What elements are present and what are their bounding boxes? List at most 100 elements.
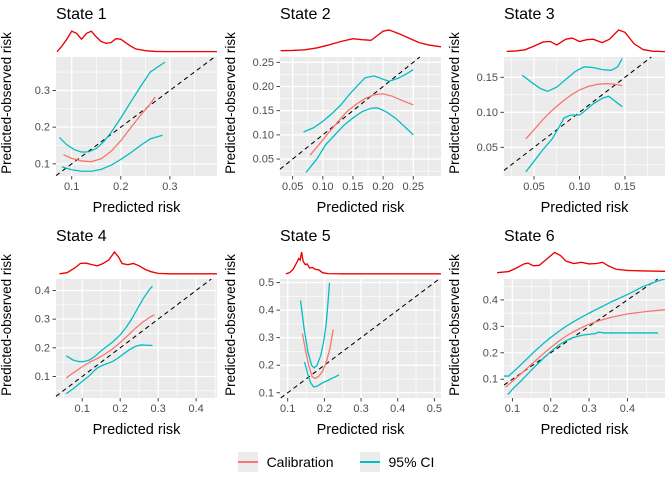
- density-curve: [497, 251, 666, 274]
- x-tick-label: 0.10: [569, 181, 590, 193]
- calibration-line: [65, 314, 155, 379]
- density-curve: [56, 30, 217, 53]
- ci-lower-line: [525, 95, 623, 173]
- subplot-state-2: 0.05 0.10 0.15 0.20 0.25 0.05 0.10 0.15 0.20 0.25…: [224, 6, 442, 216]
- ci-lower-line: [65, 344, 153, 395]
- x-axis-title: Predicted risk: [317, 422, 406, 438]
- ci-upper-line: [521, 58, 623, 93]
- legend-label-calibration: Calibration: [266, 454, 334, 470]
- legend-key-ci: [359, 452, 380, 472]
- y-tick-label: 0.1: [35, 371, 50, 383]
- plot-grid: 0.1 0.2 0.3 0.1 0.2 0.3 State 1 Predicted risk P…: [0, 6, 666, 438]
- ci-lower-line: [61, 134, 163, 172]
- x-tick-label: 0.2: [113, 403, 128, 415]
- density-curve: [285, 251, 441, 275]
- calibration-line: [63, 96, 156, 163]
- y-tick-label: 0.3: [35, 85, 50, 97]
- y-tick-label: 0.10: [253, 129, 274, 141]
- x-tick-label: 0.3: [162, 181, 177, 193]
- y-tick-label: 0.15: [477, 72, 498, 84]
- calibration-line: [309, 93, 414, 156]
- density-curve: [280, 29, 442, 52]
- calibration-line-swatch: [237, 461, 258, 463]
- x-tick-label: 0.5: [427, 403, 442, 415]
- x-tick-label: 0.05: [523, 181, 544, 193]
- x-tick-label: 0.4: [620, 403, 635, 415]
- ci-upper-line: [504, 279, 665, 377]
- x-tick-label: 0.20: [372, 181, 393, 193]
- identity-line: [503, 56, 652, 171]
- x-tick-label: 0.15: [342, 181, 363, 193]
- subplot-state-1: 0.1 0.2 0.3 0.1 0.2 0.3 State 1 Predicted risk P…: [0, 6, 217, 216]
- y-tick-label: 0.4: [35, 285, 50, 297]
- legend-item-ci: 95% CI: [359, 452, 435, 472]
- calibration-line: [505, 309, 665, 388]
- panel-background: [504, 279, 665, 398]
- identity-line: [503, 278, 659, 386]
- ci-lower-line: [303, 361, 340, 388]
- density-curve: [506, 29, 666, 53]
- x-tick-label: 0.2: [543, 403, 558, 415]
- x-tick-label: 0.15: [614, 181, 635, 193]
- y-tick-label: 0.1: [35, 158, 50, 170]
- y-axis-title: Predicted-observed risk: [0, 254, 14, 396]
- y-tick-label: 0.1: [259, 387, 274, 399]
- ci-line-swatch: [359, 461, 380, 463]
- y-tick-label: 0.2: [35, 342, 50, 354]
- y-tick-label: 0.2: [259, 360, 274, 372]
- x-tick-label: 0.05: [282, 181, 303, 193]
- ci-upper-line: [65, 285, 153, 363]
- ci-lower-line: [305, 107, 414, 174]
- identity-line: [280, 278, 440, 399]
- panel-title: State 4: [56, 228, 107, 245]
- legend-key-calibration: [237, 452, 258, 472]
- ci-upper-line: [299, 282, 331, 369]
- x-tick-label: 0.4: [390, 403, 405, 415]
- x-tick-label: 0.1: [75, 403, 90, 415]
- identity-line: [55, 56, 215, 177]
- panel-title: State 2: [280, 6, 331, 23]
- x-tick-label: 0.3: [353, 403, 368, 415]
- y-tick-label: 0.2: [483, 347, 498, 359]
- x-tick-label: 0.1: [505, 403, 520, 415]
- panel-title: State 6: [504, 228, 555, 245]
- x-axis-title: Predicted risk: [93, 422, 182, 438]
- legend-item-calibration: Calibration: [237, 452, 334, 472]
- y-tick-label: 0.05: [477, 142, 498, 154]
- y-tick-label: 0.05: [253, 154, 274, 166]
- calibration-line: [301, 329, 334, 380]
- x-tick-label: 0.2: [113, 181, 128, 193]
- y-tick-label: 0.4: [259, 305, 274, 317]
- ci-lower-line: [507, 331, 659, 395]
- identity-line: [55, 278, 212, 397]
- y-axis-title: Predicted-observed risk: [224, 32, 238, 174]
- y-axis-title: Predicted-observed risk: [224, 254, 238, 396]
- y-tick-label: 0.3: [483, 321, 498, 333]
- calibration-line: [525, 82, 623, 140]
- x-axis-title: Predicted risk: [93, 200, 182, 216]
- subplot-state-3: 0.05 0.10 0.15 0.05 0.10 0.15 State 3 Predicted…: [448, 6, 666, 216]
- subplot-state-5: 0.1 0.2 0.3 0.4 0.5 0.1 0.2 0.3 0.4 0.5 State 5 Pre…: [224, 228, 442, 438]
- ci-upper-line: [303, 69, 414, 133]
- y-tick-label: 0.2: [35, 122, 50, 134]
- y-tick-label: 0.5: [259, 277, 274, 289]
- panel-title: State 5: [280, 228, 331, 245]
- y-tick-label: 0.25: [253, 57, 274, 69]
- x-tick-label: 0.10: [312, 181, 333, 193]
- x-tick-label: 0.4: [188, 403, 203, 415]
- y-tick-label: 0.20: [253, 81, 274, 93]
- y-tick-label: 0.3: [259, 332, 274, 344]
- density-curve: [59, 250, 217, 275]
- legend: Calibration 95% CI: [0, 444, 672, 480]
- y-axis-title: Predicted-observed risk: [448, 32, 462, 174]
- y-tick-label: 0.15: [253, 105, 274, 117]
- x-tick-label: 0.3: [150, 403, 165, 415]
- x-tick-label: 0.1: [64, 181, 79, 193]
- legend-label-ci: 95% CI: [388, 454, 435, 470]
- panel-title: State 1: [56, 6, 107, 23]
- y-tick-label: 0.3: [35, 314, 50, 326]
- y-tick-label: 0.4: [483, 294, 498, 306]
- y-axis-title: Predicted-observed risk: [0, 32, 14, 174]
- ci-upper-line: [58, 61, 166, 153]
- x-axis-title: Predicted risk: [541, 200, 630, 216]
